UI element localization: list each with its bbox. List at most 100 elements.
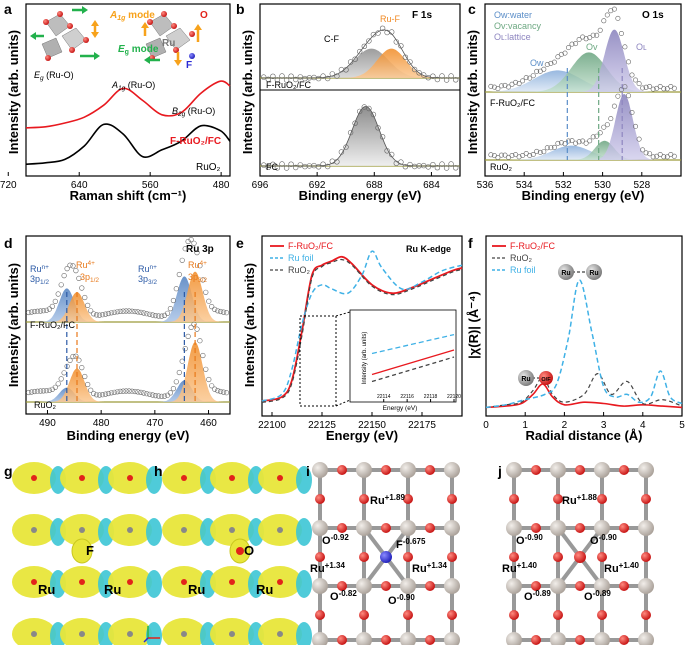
data-point-c-0 <box>530 73 536 79</box>
atom-dot <box>229 475 235 481</box>
data-point-d-1 <box>55 381 61 387</box>
data-point-d-0 <box>191 240 197 246</box>
data-point-d-0 <box>102 311 109 317</box>
o-atom <box>641 552 651 562</box>
series-line-e-ru-foil <box>261 250 463 402</box>
data-point-c-0 <box>495 86 501 92</box>
data-point-d-0 <box>67 262 73 268</box>
envelope-b-top-point <box>329 71 335 77</box>
map-label-h-ru2: Ru <box>256 582 273 597</box>
legend-f-2: Ru foil <box>510 265 536 275</box>
charge-o-bottom-right-j: O-0.89 <box>584 589 611 603</box>
data-point-d-0 <box>129 308 135 314</box>
o-atom <box>447 552 457 562</box>
envelope-b-top-point <box>443 77 450 83</box>
data-point-c-1 <box>495 155 501 161</box>
envelope-b-bottom-point <box>352 120 358 126</box>
data-point-c-1 <box>657 152 663 158</box>
envelope-b-top-point <box>393 39 399 45</box>
ru-atom <box>356 578 372 594</box>
data-point-d-0 <box>218 308 224 315</box>
ru-atom <box>444 462 460 478</box>
data-point-d-0 <box>79 285 85 291</box>
data-point-c-1 <box>537 149 543 155</box>
inset-x-label: Energy (eV) <box>383 405 418 412</box>
ru-atom <box>312 632 328 645</box>
data-point-d-1 <box>79 365 85 371</box>
data-point-c-1 <box>513 152 519 158</box>
o-atom <box>359 552 369 562</box>
x-axis-label-e: Energy (eV) <box>326 428 398 443</box>
data-point-d-1 <box>67 357 73 364</box>
map-label-g-ru2: Ru <box>104 582 121 597</box>
data-point-c-1 <box>636 136 642 142</box>
data-point-d-0 <box>206 298 212 304</box>
panel-letter-h: h <box>154 463 163 479</box>
e-x-tick-label: 22125 <box>308 420 336 431</box>
atom-dot <box>127 475 133 481</box>
data-point-d-0 <box>123 308 129 314</box>
inset-tick-label: 22116 <box>400 394 414 400</box>
peak-label-ow: Oᴡ <box>530 58 544 68</box>
data-point-d-1 <box>179 358 185 364</box>
inset-ruo2 <box>371 356 455 383</box>
ru-atom <box>550 462 566 478</box>
data-point-d-0 <box>212 306 218 313</box>
envelope-b-top-point <box>279 73 285 79</box>
ru-atom <box>550 520 566 536</box>
data-point-d-0 <box>37 308 44 314</box>
data-point-c-0 <box>615 15 621 21</box>
data-point-d-0 <box>117 308 123 315</box>
data-point-d-1 <box>85 381 91 388</box>
ru-atom <box>356 632 372 645</box>
series-line-f-f-ruo2fc <box>485 383 683 409</box>
inset-tick-label: 22118 <box>424 394 438 400</box>
series-line-e-f-ruo2fc <box>261 255 463 402</box>
data-point-c-0 <box>640 85 646 91</box>
panel-e: e 22100 22125 22150 22175 Energy (eV) Inten… <box>236 235 463 443</box>
envelope-b-bottom-point <box>357 108 363 115</box>
envelope-b-top-point <box>297 74 303 80</box>
ru-n-p12-label: Run+ 3p1/2 <box>30 264 49 286</box>
o-atom <box>381 581 391 591</box>
legend-f-0: F-RuO₂/FC <box>510 241 555 251</box>
data-point-c-1 <box>587 138 593 144</box>
peak-ow-1 <box>485 145 681 160</box>
envelope-b-bottom-point <box>279 161 285 167</box>
data-point-c-0 <box>587 35 593 41</box>
o-atom <box>641 610 651 620</box>
data-point-d-0 <box>64 266 70 272</box>
peak-d-0-1 <box>26 292 230 322</box>
atom-dot <box>229 631 235 637</box>
sample-label-d-top: F-RuO₂/FC <box>30 320 75 330</box>
charge-ru-top-i: Ru+1.89 <box>370 493 405 507</box>
data-point-d-0 <box>141 310 147 316</box>
data-point-c-0 <box>513 79 519 85</box>
data-point-c-0 <box>565 45 571 51</box>
panel-c: c O 1s Oᴡ:water Oᴠ:vacancy Oʟ:lattice 53… <box>465 1 682 203</box>
eg-mode-label: Eg mode <box>118 44 159 56</box>
data-point-d-1 <box>215 388 221 394</box>
x-axis-a: 480 560 640 720 <box>0 172 230 191</box>
data-point-c-1 <box>625 93 631 99</box>
envelope-b-bottom-point <box>320 161 326 167</box>
charge-o-bottom-left-j: O-0.89 <box>524 589 551 603</box>
envelope-b-bottom-point <box>283 165 290 171</box>
data-point-d-0 <box>188 237 194 243</box>
data-point-d-0 <box>52 298 58 305</box>
ru-atom <box>400 520 416 536</box>
envelope-b-bottom-point <box>453 165 459 171</box>
peak-label-ov: Oᴠ <box>586 42 598 52</box>
data-point-d-1 <box>70 353 76 360</box>
panel-letter-b: b <box>236 1 245 17</box>
data-point-d-0 <box>135 309 141 315</box>
atom-dot <box>127 631 133 637</box>
data-point-d-0 <box>150 312 156 318</box>
o-atom <box>619 635 629 645</box>
data-point-d-0 <box>156 313 162 319</box>
envelope-b-top-point <box>425 74 431 81</box>
charge-ru-left-i: Ru+1.34 <box>310 561 345 575</box>
data-point-d-0 <box>223 310 230 316</box>
data-point-c-1 <box>618 87 624 93</box>
